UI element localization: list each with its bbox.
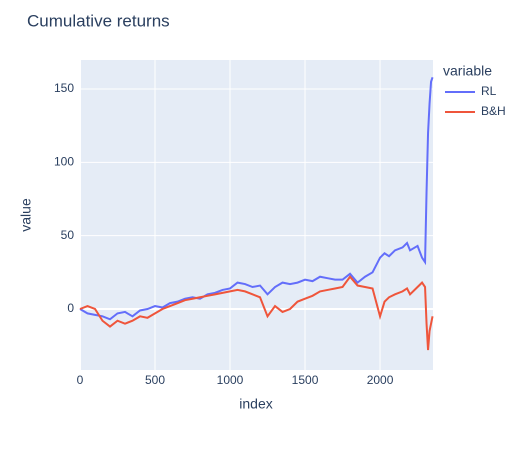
x-tick-label: 1500 — [292, 373, 319, 387]
y-tick-label: 150 — [54, 81, 74, 95]
y-axis-title: value — [18, 198, 34, 232]
x-tick-label: 1000 — [217, 373, 244, 387]
line-series — [79, 76, 434, 321]
chart-title: Cumulative returns — [27, 11, 170, 30]
x-tick-label: 2000 — [367, 373, 394, 387]
x-tick-label: 500 — [145, 373, 165, 387]
y-tick-label: 100 — [54, 155, 74, 169]
x-tick-label: 0 — [77, 373, 84, 387]
legend-label: B&H — [481, 104, 506, 118]
plot-area — [80, 60, 433, 370]
y-tick-label: 0 — [67, 301, 74, 315]
line-series — [79, 275, 434, 351]
y-tick-label: 50 — [61, 228, 75, 242]
legend-label: RL — [481, 84, 497, 98]
legend-title: variable — [443, 63, 492, 79]
x-axis-title: index — [239, 396, 272, 412]
